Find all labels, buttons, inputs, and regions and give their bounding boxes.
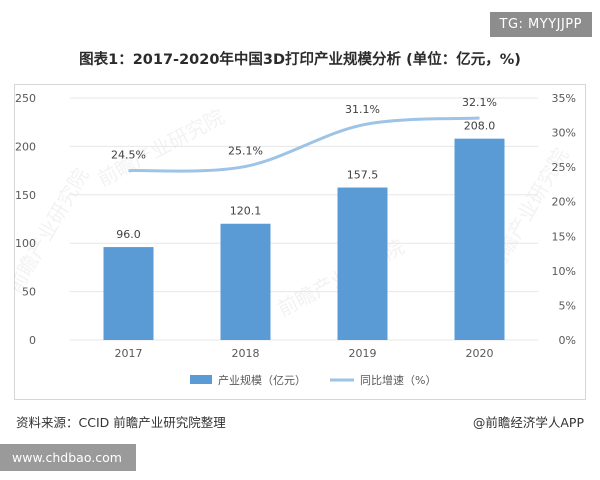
growth-line bbox=[128, 116, 480, 173]
legend-bar-swatch bbox=[190, 375, 212, 384]
legend-line-label: 同比增速（%） bbox=[360, 373, 436, 387]
y-right-tick-label: 0% bbox=[559, 334, 576, 347]
line-series bbox=[128, 116, 480, 173]
chart-frame bbox=[14, 84, 586, 400]
legend-bar-label: 产业规模（亿元） bbox=[218, 373, 306, 387]
channel-tag: TG: MYYJJPP bbox=[489, 12, 592, 37]
chart-area: 前瞻产业研究院前瞻产业研究院前瞻产业研究院前瞻产业研究院 96.0120.115… bbox=[14, 92, 576, 387]
bar-value-label: 120.1 bbox=[230, 205, 262, 218]
bar bbox=[454, 138, 505, 340]
bar bbox=[220, 223, 271, 340]
y-right-tick-label: 20% bbox=[552, 196, 576, 209]
y-left-tick-label: 150 bbox=[15, 189, 36, 202]
site-url[interactable]: www.chdbao.com bbox=[0, 444, 136, 471]
y-right-tick-label: 25% bbox=[552, 161, 576, 174]
y-right-tick-label: 5% bbox=[559, 299, 576, 312]
y-left-tick-label: 100 bbox=[15, 237, 36, 250]
bar bbox=[337, 187, 388, 340]
bar-series bbox=[103, 138, 505, 340]
chart-title: 图表1：2017-2020年中国3D打印产业规模分析 (单位：亿元，%) bbox=[79, 52, 521, 68]
bar-value-label: 157.5 bbox=[347, 169, 379, 182]
x-tick-label: 2018 bbox=[232, 347, 260, 360]
line-value-label: 24.5% bbox=[111, 149, 146, 162]
bar-value-label: 208.0 bbox=[464, 120, 496, 133]
y-left-tick-label: 200 bbox=[15, 140, 36, 153]
credit-text: @前瞻经济学人APP bbox=[472, 415, 584, 430]
watermark-text: 前瞻产业研究院 bbox=[14, 164, 93, 297]
y-right-tick-label: 10% bbox=[552, 265, 576, 278]
y-left-tick-label: 0 bbox=[29, 334, 36, 347]
y-left-tick-label: 50 bbox=[22, 286, 36, 299]
line-value-label: 32.1% bbox=[462, 96, 497, 109]
legend: 产业规模（亿元） 同比增速（%） bbox=[190, 373, 436, 387]
line-value-label: 25.1% bbox=[228, 144, 263, 157]
x-tick-label: 2019 bbox=[349, 347, 377, 360]
y-left-tick-label: 250 bbox=[15, 92, 36, 105]
data-labels: 96.0 120.1 157.5 208.0 24.5% 25.1% 31.1% 32.1% bbox=[111, 96, 497, 241]
source-note: 资料来源：CCID 前瞻产业研究院整理 bbox=[16, 415, 226, 430]
line-value-label: 31.1% bbox=[345, 103, 380, 116]
y-right-tick-label: 35% bbox=[552, 92, 576, 105]
x-tick-label: 2020 bbox=[466, 347, 494, 360]
y-right-tick-label: 30% bbox=[552, 127, 576, 140]
bar-value-label: 96.0 bbox=[116, 228, 141, 241]
bar bbox=[103, 247, 154, 340]
axis-labels: 0 50 100 150 200 250 0% 5% 10% 15% 20% 25% 30% 35% 201… bbox=[15, 92, 576, 360]
y-right-tick-label: 15% bbox=[552, 230, 576, 243]
x-tick-label: 2017 bbox=[115, 347, 143, 360]
